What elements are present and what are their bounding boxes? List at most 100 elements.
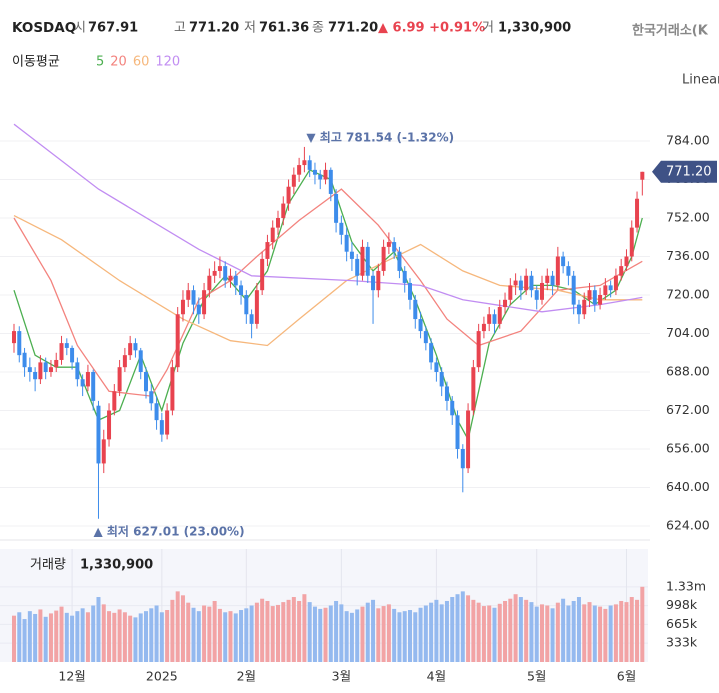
candle-body [434, 362, 439, 372]
volume-bar [450, 597, 455, 662]
volume-bar [276, 604, 280, 662]
candle-body [360, 246, 365, 276]
last-price-tag [652, 160, 717, 183]
volume-bar [640, 586, 645, 662]
candle-body [608, 285, 613, 291]
candle-body [555, 256, 560, 286]
volume-bar [613, 604, 618, 662]
volume-bar [312, 606, 317, 662]
candle-body [297, 165, 302, 175]
candle-body [107, 410, 112, 440]
volume-bar [349, 612, 354, 662]
candle-body [397, 251, 402, 271]
volume-bar [318, 608, 323, 662]
ma-legend-item: 120 [155, 55, 180, 70]
volume-bar [254, 602, 259, 662]
candle-body [624, 256, 629, 267]
ma-legend-item: 20 [110, 55, 127, 70]
volume-bar [70, 615, 75, 662]
volume-bar [75, 611, 80, 662]
volume-bar [524, 599, 529, 662]
volume-bar [402, 611, 407, 662]
volume-bar [328, 605, 333, 662]
scale-mode[interactable]: Linear [682, 73, 719, 88]
candle-body [392, 242, 397, 252]
candle-body [191, 290, 196, 305]
volume-bar [334, 600, 339, 662]
volume-bar [466, 595, 471, 662]
candle-body [518, 280, 523, 291]
candle-body [386, 242, 391, 247]
candle-body [291, 174, 296, 187]
volume-bar [186, 602, 191, 662]
candle-body [202, 290, 207, 315]
candle-body [276, 218, 280, 228]
change: ▲ 6.99 +0.91% [378, 21, 485, 36]
high-label: 고 [174, 21, 186, 36]
volume-bar [323, 607, 328, 662]
candle-body [365, 246, 370, 276]
candle-body [418, 319, 423, 332]
candle-body [344, 234, 349, 252]
volume-bar [91, 605, 96, 662]
candle-body [381, 246, 386, 271]
close-label: 종 [312, 21, 324, 36]
volume-bar [307, 602, 312, 662]
candle-body [355, 258, 360, 276]
x-tick-label: 5월 [527, 669, 546, 684]
open-label: 시 [74, 21, 86, 36]
candle-body [444, 386, 449, 401]
volume-bar [635, 599, 640, 662]
candle-body [312, 169, 317, 175]
volume-bar [85, 612, 90, 662]
volume-bar [576, 597, 581, 662]
candle-body [101, 439, 106, 464]
volume-value: 1,330,900 [80, 558, 153, 573]
volume-bar [476, 602, 481, 662]
volume-bar [59, 606, 64, 662]
candle-body [334, 193, 339, 223]
volume-bar [471, 599, 476, 662]
candle-body [244, 295, 249, 315]
volume-bar [191, 607, 196, 662]
volume-title: 거래량 [30, 558, 66, 573]
volume-bar [170, 599, 175, 662]
x-tick-label: 2025 [146, 669, 178, 684]
x-tick-label: 4월 [427, 669, 446, 684]
candle-body [17, 331, 22, 356]
volume-bar [598, 606, 603, 662]
volume-bar [175, 591, 180, 662]
low: 761.36 [259, 21, 309, 36]
volume-bar [96, 597, 101, 662]
volume-bar [571, 600, 576, 662]
candle-body [186, 290, 191, 300]
volume-bar [244, 608, 249, 662]
candle-body [497, 307, 502, 324]
volume-bar [386, 604, 391, 662]
volume-bar [239, 610, 244, 662]
candle-body [529, 275, 534, 291]
ma-legend-item: 5 [96, 55, 104, 70]
volume-bar [38, 609, 43, 662]
candle-body [27, 367, 32, 372]
y-tick-label: 624.00 [666, 518, 710, 533]
volume-bar [540, 604, 544, 662]
candle-body [540, 282, 544, 300]
volume-bar [503, 600, 508, 662]
volume-bar [619, 600, 624, 662]
volume-bar [117, 609, 122, 662]
volume-bar [27, 611, 32, 662]
volume-bar [265, 600, 270, 662]
candle-body [508, 285, 513, 300]
volume-bar [144, 611, 148, 662]
candle-body [112, 391, 117, 411]
volume-bar [217, 608, 222, 662]
exchange: 한국거래소(K [632, 23, 709, 39]
candle-body [376, 270, 381, 291]
candle-body [64, 343, 69, 348]
candle-body [571, 275, 576, 305]
low-label: 저 [244, 21, 256, 36]
candle-body [223, 266, 228, 281]
candle-body [117, 367, 122, 392]
candle-body [144, 372, 148, 392]
